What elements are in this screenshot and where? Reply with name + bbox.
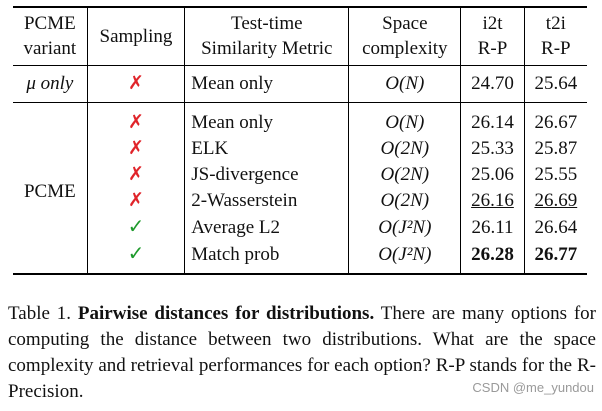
t2i-cell: 26.64 xyxy=(523,214,587,241)
results-table: PCME variant Sampling Test-time Similarity… xyxy=(13,6,587,275)
cross-icon: ✗ xyxy=(127,138,144,159)
cross-icon: ✗ xyxy=(127,112,144,133)
sampling-cell: ✗ xyxy=(86,65,185,103)
sampling-cell: ✗ xyxy=(86,162,185,188)
sampling-cell: ✗ xyxy=(86,136,185,162)
table-row: ✗ JS-divergence O(2N) 25.06 25.55 xyxy=(13,162,587,188)
t2i-cell: 25.87 xyxy=(523,136,587,162)
table-row: ✓ Match prob O(J²N) 26.28 26.77 xyxy=(13,241,587,274)
table-row: μ only ✗ Mean only O(N) 24.70 25.64 xyxy=(13,65,587,103)
complexity-cell: O(N) xyxy=(348,65,461,103)
sampling-cell: ✓ xyxy=(86,214,185,241)
i2t-cell: 26.11 xyxy=(460,214,525,241)
metric-cell: JS-divergence xyxy=(184,162,349,188)
header-i2t: i2t R-P xyxy=(460,7,525,66)
sampling-cell: ✗ xyxy=(86,102,185,136)
complexity-cell: O(2N) xyxy=(348,162,461,188)
cross-icon: ✗ xyxy=(127,190,144,211)
complexity-cell: O(N) xyxy=(348,102,461,136)
i2t-cell: 25.33 xyxy=(460,136,525,162)
metric-cell: Mean only xyxy=(184,102,349,136)
header-sampling: Sampling xyxy=(86,7,185,66)
header-t2i: t2i R-P xyxy=(523,7,587,66)
i2t-cell: 24.70 xyxy=(460,65,525,103)
caption-text: There are many options for computing the… xyxy=(8,303,597,402)
header-variant: PCME variant xyxy=(23,13,77,59)
complexity-cell: O(2N) xyxy=(348,188,461,214)
i2t-cell: 25.06 xyxy=(460,162,525,188)
complexity-cell: O(J²N) xyxy=(348,214,461,241)
cross-icon: ✗ xyxy=(127,73,144,94)
metric-cell: ELK xyxy=(184,136,349,162)
caption-label: Table 1. xyxy=(8,303,72,324)
results-table-container: PCME variant Sampling Test-time Similarity… xyxy=(13,6,587,275)
table-row: ✓ Average L2 O(J²N) 26.11 26.64 xyxy=(13,214,587,241)
i2t-cell-second-best: 26.16 xyxy=(460,188,525,214)
t2i-cell-best: 26.77 xyxy=(523,241,587,274)
complexity-cell: O(J²N) xyxy=(348,241,461,274)
table-row: ✗ ELK O(2N) 25.33 25.87 xyxy=(13,136,587,162)
check-icon: ✓ xyxy=(127,243,145,265)
t2i-cell: 25.55 xyxy=(523,162,587,188)
t2i-cell-second-best: 26.69 xyxy=(523,188,587,214)
watermark: CSDN @me_yundou xyxy=(472,380,594,395)
i2t-cell-best: 26.28 xyxy=(460,241,525,274)
table-row: ✗ 2-Wasserstein O(2N) 26.16 26.69 xyxy=(13,188,587,214)
metric-cell: Average L2 xyxy=(184,214,349,241)
i2t-cell: 26.14 xyxy=(460,102,525,136)
metric-cell: Mean only xyxy=(184,65,349,103)
t2i-cell: 26.67 xyxy=(523,102,587,136)
check-icon: ✓ xyxy=(127,216,145,238)
t2i-cell: 25.64 xyxy=(523,65,587,103)
variant-cell: PCME xyxy=(23,180,76,202)
variant-cell: μ only xyxy=(26,73,74,94)
caption-title: Pairwise distances for distributions. xyxy=(77,303,375,324)
cross-icon: ✗ xyxy=(127,164,144,185)
sampling-cell: ✓ xyxy=(86,241,185,274)
complexity-cell: O(2N) xyxy=(348,136,461,162)
header-metric: Test-time Similarity Metric xyxy=(184,7,349,66)
metric-cell: Match prob xyxy=(184,241,349,274)
table-caption: Table 1. Pairwise distances for distribu… xyxy=(8,301,596,405)
metric-cell: 2-Wasserstein xyxy=(184,188,349,214)
sampling-cell: ✗ xyxy=(86,188,185,214)
header-complexity: Space complexity xyxy=(348,7,461,66)
header-row: PCME variant Sampling Test-time Similarity… xyxy=(13,7,587,66)
table-row: PCME ✗ Mean only O(N) 26.14 26.67 xyxy=(13,102,587,202)
